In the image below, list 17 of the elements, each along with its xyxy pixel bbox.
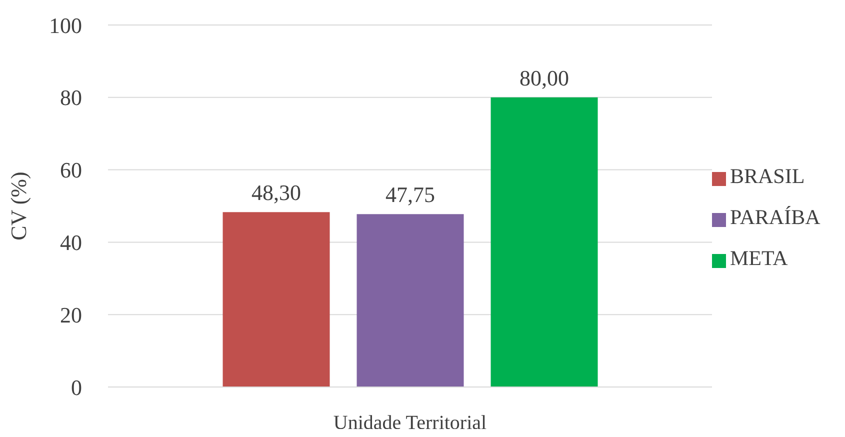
bar bbox=[490, 97, 598, 387]
y-tick-label: 100 bbox=[49, 12, 82, 38]
legend-label: PARAÍBA bbox=[730, 205, 820, 229]
y-tick-label: 80 bbox=[60, 85, 82, 110]
data-label: 48,30 bbox=[252, 180, 302, 206]
data-label: 80,00 bbox=[520, 65, 570, 90]
bar bbox=[356, 214, 464, 387]
bar bbox=[222, 212, 330, 387]
y-tick-label: 60 bbox=[60, 158, 82, 183]
y-tick-label: 20 bbox=[60, 302, 82, 328]
legend-label: META bbox=[730, 246, 788, 270]
legend-label: BRASIL bbox=[730, 164, 805, 188]
data-label: 47,75 bbox=[386, 182, 436, 208]
x-axis-title: Unidade Territorial bbox=[333, 412, 488, 434]
y-axis-title: CV (%) bbox=[6, 172, 31, 240]
y-tick-label: 0 bbox=[71, 374, 82, 400]
y-tick-label: 40 bbox=[60, 230, 82, 256]
